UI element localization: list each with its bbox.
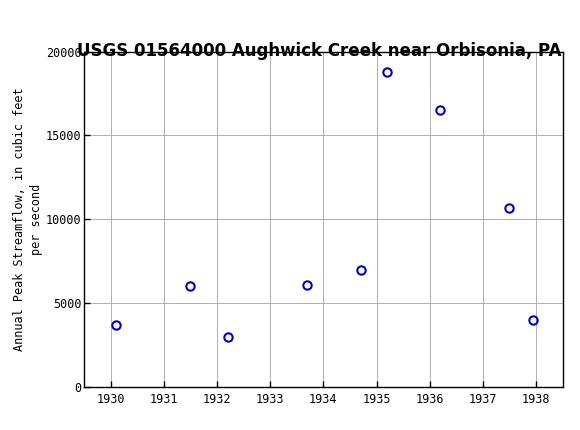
Text: ▒USGS: ▒USGS bbox=[6, 8, 69, 32]
Y-axis label: Annual Peak Streamflow, in cubic feet
per second: Annual Peak Streamflow, in cubic feet pe… bbox=[13, 87, 43, 351]
Text: USGS 01564000 Aughwick Creek near Orbisonia, PA: USGS 01564000 Aughwick Creek near Orbiso… bbox=[77, 42, 561, 60]
